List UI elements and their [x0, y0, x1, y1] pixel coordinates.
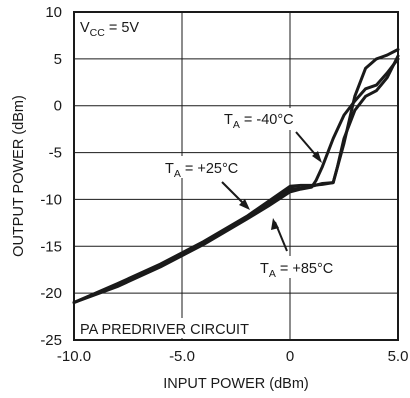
- arrowhead-plus25: [239, 199, 250, 210]
- y-tick-label: 0: [54, 98, 62, 115]
- x-axis-label: INPUT POWER (dBm): [163, 376, 309, 392]
- annotations: VCC = 5V TA = -40°C TA = +25°C TA = +85°…: [76, 14, 342, 338]
- label-bg-minus40: [222, 108, 308, 130]
- x-tick-label: 5.0: [388, 348, 409, 365]
- footer-label-bg: [76, 318, 240, 338]
- y-tick-label: -15: [40, 238, 62, 255]
- y-tick-label: -25: [40, 332, 62, 349]
- x-tick-label: -10.0: [57, 348, 91, 365]
- tick-labels: -10.0 -5.0 0 5.0 -25 -20 -15 -10 -5 0 5 10: [40, 4, 408, 365]
- y-tick-label: -5: [49, 145, 62, 162]
- label-bg-plus25: [163, 156, 247, 178]
- series-line-2: [72, 54, 400, 304]
- y-tick-label: 10: [45, 4, 62, 21]
- y-tick-label: -10: [40, 191, 62, 208]
- footer-label: PA PREDRIVER CIRCUIT: [80, 322, 249, 338]
- arrowhead-minus40: [312, 151, 322, 163]
- curves: [72, 48, 400, 304]
- label-bg-plus85: [258, 256, 342, 278]
- label-minus40: TA = -40°C: [224, 112, 294, 131]
- label-plus85: TA = +85°C: [260, 261, 333, 280]
- vcc-label: VCC = 5V: [80, 20, 139, 39]
- plot-frame: [73, 11, 399, 341]
- vcc-label-bg: [76, 14, 146, 36]
- arrowhead-plus85: [271, 218, 279, 230]
- label-plus25: TA = +25°C: [165, 161, 238, 180]
- y-tick-label: -20: [40, 285, 62, 302]
- x-tick-label: 0: [286, 348, 294, 365]
- y-axis-label: OUTPUT POWER (dBm): [11, 95, 27, 257]
- series-line-0: [72, 57, 400, 304]
- y-tick-label: 5: [54, 51, 62, 68]
- x-tick-label: -5.0: [169, 348, 195, 365]
